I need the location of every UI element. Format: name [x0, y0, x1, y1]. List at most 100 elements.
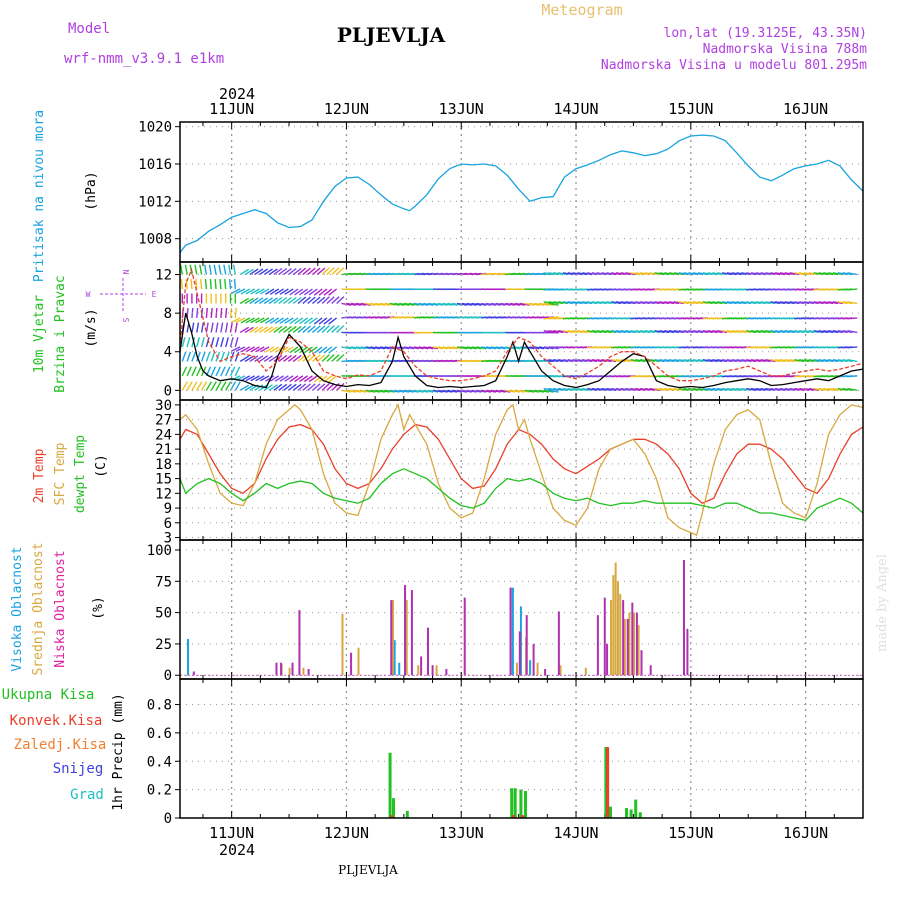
- cloud-unit: (%): [91, 596, 106, 619]
- pressure-unit: (hPa): [84, 171, 99, 210]
- clouds-bar-low: [627, 619, 629, 675]
- ytick-label: 1008: [138, 232, 172, 248]
- wind-ylabel-1: 10m Vjetar: [32, 295, 47, 373]
- xday-label-top: 14JUN: [553, 100, 598, 118]
- ytick-label: 4: [164, 345, 172, 361]
- wind-barb: [224, 265, 226, 275]
- wind-barb: [216, 382, 221, 391]
- wind-barb: [182, 352, 185, 361]
- wind-barb: [231, 323, 233, 333]
- clouds-bar-mid: [417, 665, 419, 675]
- panel-precip: 00.20.40.60.8: [147, 679, 863, 827]
- wind-barb: [847, 376, 857, 377]
- clouds-bar-low: [404, 585, 406, 675]
- wind-barb: [211, 323, 213, 333]
- clouds-bar-low: [193, 671, 195, 675]
- wind-barb: [192, 382, 197, 391]
- xday-label-bottom: 12JUN: [324, 824, 369, 842]
- clouds-bar-low: [636, 613, 638, 676]
- model-name: wrf-nmm_v3.9.1 e1km: [64, 51, 224, 67]
- wind-barb: [187, 352, 190, 361]
- temp-ylabel-1: 2m Temp: [32, 448, 47, 503]
- temp-ylabel-3: dewpt Temp: [73, 435, 88, 513]
- temp-ylabel-2: SFC Temp: [53, 443, 68, 506]
- year-bottom: 2024: [219, 841, 255, 859]
- wind-barb: [182, 337, 185, 347]
- wind-barb: [192, 367, 196, 376]
- precip-bar-total: [625, 808, 628, 818]
- wind-barb: [221, 382, 226, 391]
- ytick-label: 30: [155, 398, 172, 414]
- clouds-bar-mid: [289, 668, 291, 676]
- model-label: Model: [68, 21, 110, 37]
- wind-barb: [221, 308, 222, 318]
- compass-west: W: [86, 290, 91, 299]
- ytick-label: 21: [155, 442, 172, 458]
- temp-unit: (C): [94, 454, 109, 477]
- wind-barb: [226, 308, 227, 318]
- xday-label-bottom: 11JUN: [209, 824, 254, 842]
- wind-barb: [235, 308, 236, 318]
- wind-barb: [181, 279, 182, 289]
- wind-barb: [192, 323, 194, 333]
- clouds-bar-mid: [617, 581, 619, 675]
- ytick-label: 25: [155, 637, 172, 653]
- wind-barb: [197, 337, 200, 347]
- ytick-label: 1012: [138, 194, 172, 210]
- wind-barb: [206, 352, 209, 361]
- precip-label-total: Ukupna Kisa: [2, 687, 95, 703]
- xday-label-bottom: 16JUN: [783, 824, 828, 842]
- wind-barb: [206, 382, 211, 391]
- wind-barb: [231, 337, 234, 347]
- wind-barb: [216, 323, 218, 333]
- wind-barb: [221, 352, 224, 361]
- precip-bar-total: [510, 788, 513, 818]
- precip-bar-total: [524, 791, 527, 818]
- clouds-bar-low: [544, 669, 546, 675]
- clouds-bar-mid: [341, 614, 343, 675]
- wind-barb: [211, 337, 214, 347]
- clouds-bar-low: [275, 663, 277, 676]
- wind-barb: [187, 367, 191, 376]
- clouds-bar-low: [411, 590, 413, 675]
- clouds-bar-mid: [436, 665, 438, 675]
- clouds-bar-mid: [358, 648, 360, 676]
- wind-barb: [202, 337, 205, 347]
- wind-barb: [211, 308, 212, 318]
- wind-barb: [225, 279, 226, 289]
- wind-barb: [226, 382, 231, 391]
- lonlat-label: lon,lat (19.3125E, 43.35N): [664, 26, 868, 41]
- clouds-bar-low: [308, 669, 310, 675]
- xday-label-bottom: 15JUN: [668, 824, 713, 842]
- wind-barb: [191, 279, 192, 289]
- wind-barb: [206, 308, 207, 318]
- precip-label-snow: Snijeg: [53, 761, 104, 777]
- wind-barb: [216, 367, 220, 376]
- ytick-label: 15: [155, 472, 172, 488]
- clouds-bar-mid: [302, 668, 304, 676]
- clouds-bar-high: [512, 588, 514, 676]
- clouds-bar-mid: [619, 594, 621, 675]
- precip-unit: 1hr Precip (mm): [111, 693, 126, 810]
- clouds-bar-low: [683, 560, 685, 675]
- clouds-bar-low: [650, 665, 652, 675]
- clouds-bar-low: [622, 600, 624, 675]
- cloud-ylabel-2: Srednja Oblacnost: [31, 542, 46, 675]
- wind-barb: [197, 308, 198, 318]
- plot-layer: 1008101210161020369121518212427300255075…: [138, 100, 863, 842]
- clouds-bar-low: [292, 663, 294, 676]
- wind-barb: [205, 265, 207, 275]
- precip-bar-total: [634, 800, 637, 818]
- wind-barb: [182, 367, 186, 376]
- clouds-bar-mid: [612, 575, 614, 675]
- wind-barb: [235, 382, 240, 391]
- clouds-bar-low: [641, 650, 643, 675]
- wind-barb: [235, 352, 238, 361]
- precip-bar-total: [519, 790, 522, 818]
- clouds-bar-high: [398, 663, 400, 676]
- wind-barb: [219, 265, 221, 275]
- wind-barb: [221, 367, 225, 376]
- wind-barb: [201, 279, 202, 289]
